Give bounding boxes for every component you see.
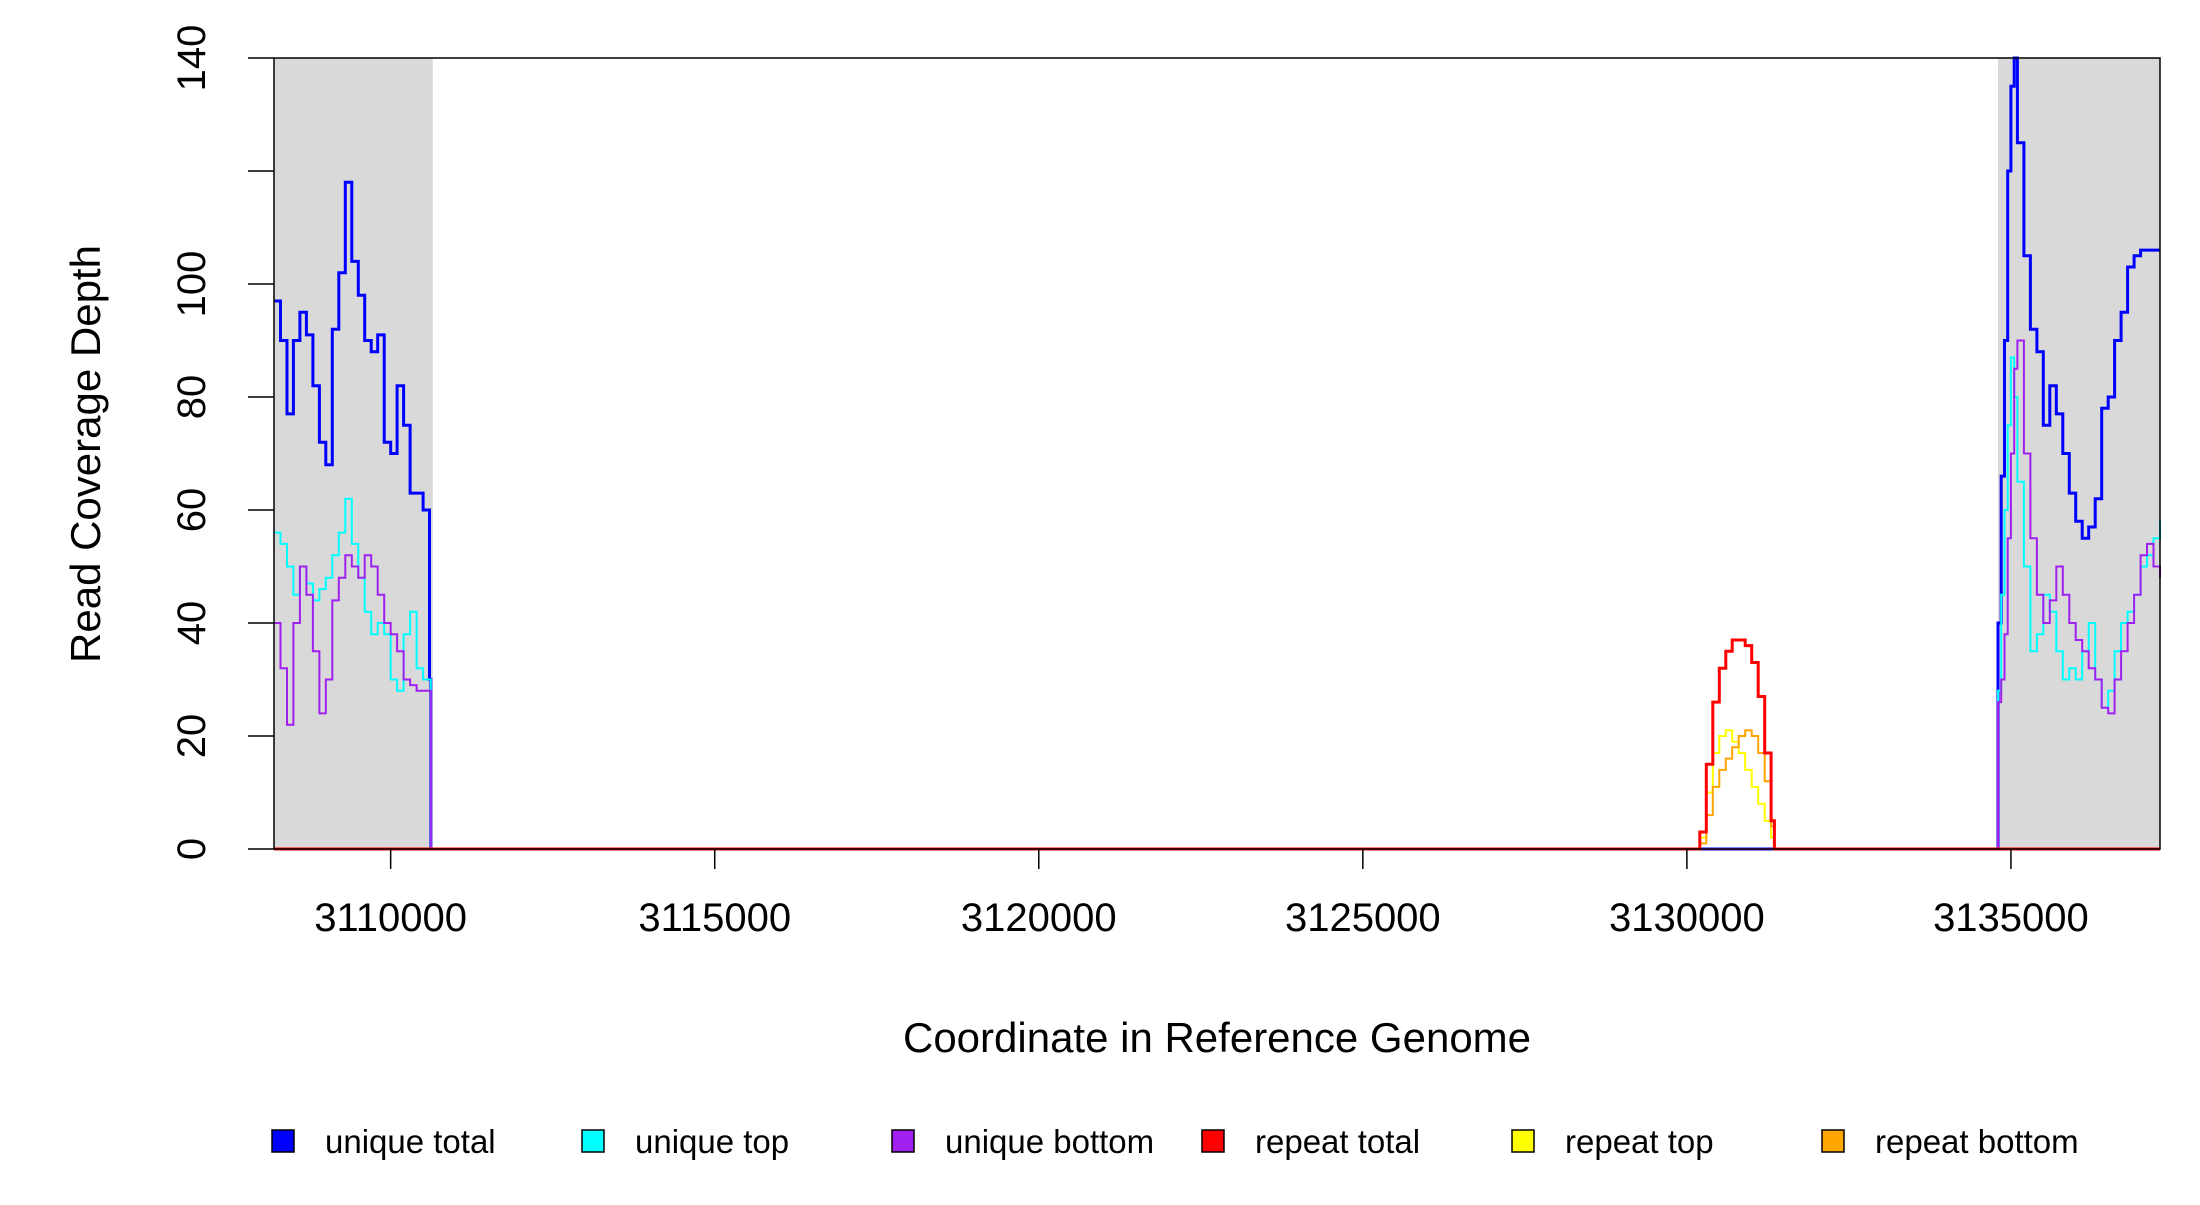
x-tick-label: 3120000 [961,896,1117,940]
y-tick-label: 40 [170,601,214,646]
series-line-unique-bottom [274,339,2161,850]
x-tick-label: 3110000 [314,896,467,940]
y-tick-label: 60 [170,488,214,533]
shaded-region-1 [274,58,433,849]
y-tick-label: 140 [170,25,214,92]
shaded-regions [274,58,2160,849]
y-axis-label: Read Coverage Depth [62,245,109,663]
series-line-repeat-top [274,729,2160,850]
shaded-region-2 [1997,58,2160,849]
legend-swatch-unique-top [581,1129,605,1153]
y-tick-label: 100 [170,251,214,318]
legend-label: unique total [325,1123,496,1160]
legend: unique total unique top unique bottom repea… [271,1123,2079,1160]
legend-label: unique bottom [945,1123,1154,1160]
x-axis-label: Coordinate in Reference Genome [903,1014,1531,1061]
x-tick-label: 3115000 [638,896,791,940]
series-lines [274,56,2161,851]
legend-swatch-repeat-total [1201,1129,1225,1153]
y-tick-label: 80 [170,375,214,420]
x-tick-label: 3135000 [1933,896,2089,940]
legend-label: repeat total [1255,1123,1420,1160]
x-axis: 3110000 3115000 3120000 3125000 3130000 31350… [314,849,2089,940]
legend-label: repeat bottom [1875,1123,2079,1160]
series-line-repeat-bottom [274,729,2160,850]
series-line-repeat-total [274,638,2160,851]
series-line-unique-total [274,56,2160,851]
legend-label: repeat top [1565,1123,1714,1160]
x-tick-label: 3130000 [1609,896,1765,940]
legend-swatch-unique-total [271,1129,295,1153]
legend-label: unique top [635,1123,789,1160]
legend-swatch-repeat-bottom [1821,1129,1845,1153]
legend-swatch-unique-bottom [891,1129,915,1153]
y-tick-label: 20 [170,714,214,759]
series-line-unique-top [274,356,2161,850]
x-tick-label: 3125000 [1285,896,1441,940]
y-tick-label: 0 [170,838,214,860]
legend-swatch-repeat-top [1511,1129,1535,1153]
plot-frame [273,57,2161,850]
y-axis: 0 20 40 60 80 100 140 [170,25,274,860]
